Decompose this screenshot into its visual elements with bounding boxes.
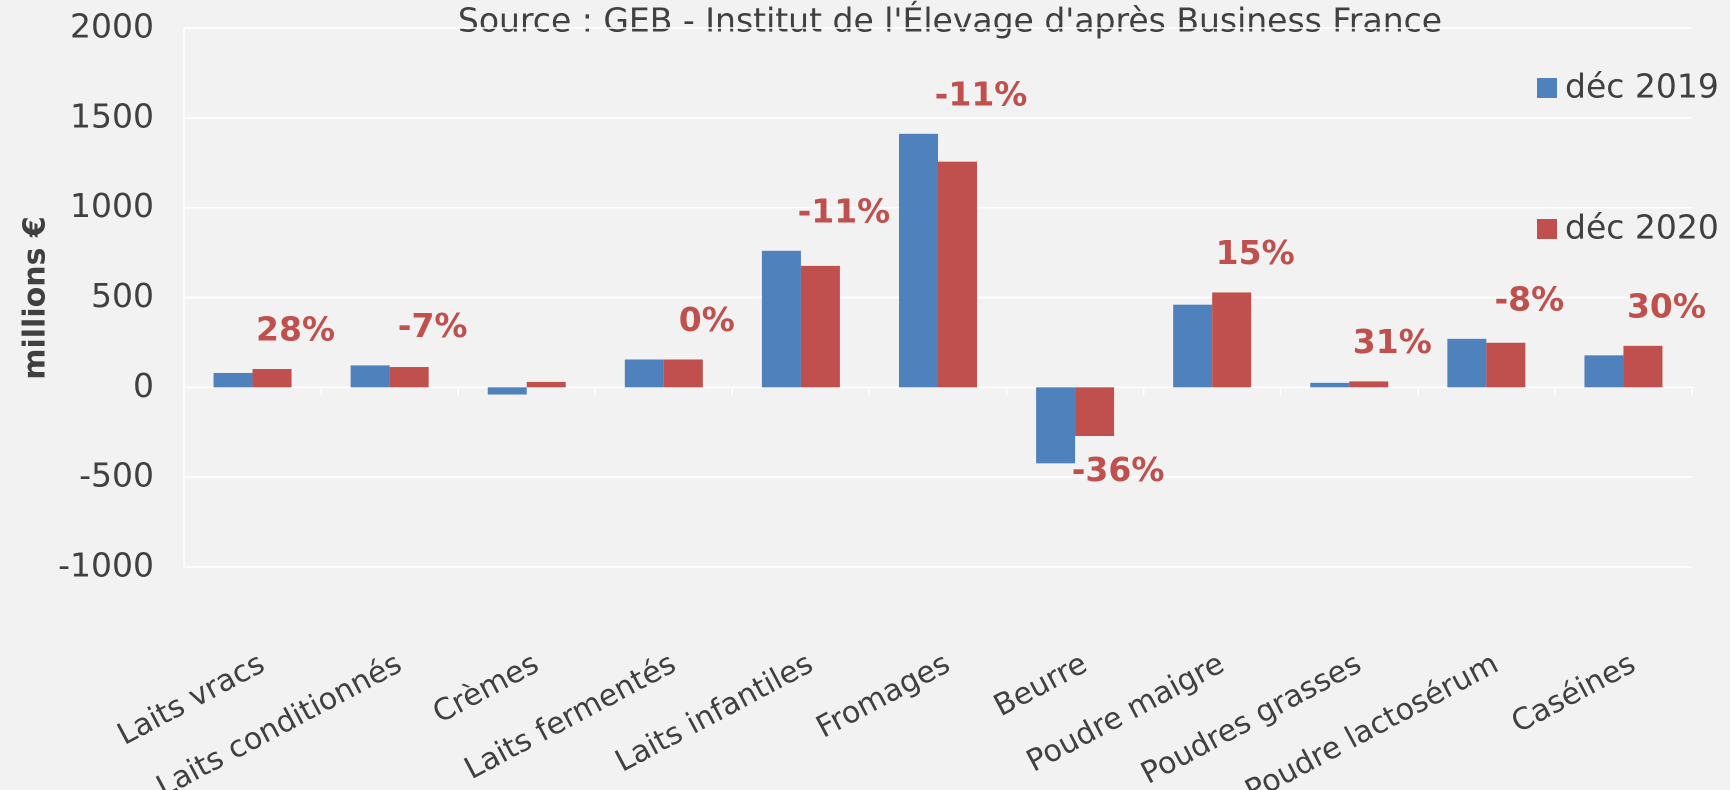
change-label: -11% bbox=[935, 74, 1028, 113]
bar bbox=[899, 133, 938, 388]
bar bbox=[663, 359, 703, 388]
bar bbox=[1447, 338, 1487, 388]
y-tick-label: 1000 bbox=[70, 186, 154, 225]
bar bbox=[1173, 304, 1213, 388]
bar bbox=[1075, 387, 1115, 437]
bar bbox=[624, 359, 664, 388]
change-label: 30% bbox=[1627, 286, 1706, 325]
bar bbox=[761, 250, 801, 388]
bar bbox=[350, 365, 390, 388]
bar bbox=[1486, 342, 1526, 388]
bar bbox=[252, 369, 292, 388]
bar bbox=[800, 265, 840, 388]
change-label: 15% bbox=[1216, 233, 1295, 272]
y-tick-label: -500 bbox=[79, 456, 154, 495]
bar bbox=[938, 161, 977, 388]
change-label: 0% bbox=[679, 300, 735, 339]
legend-label: déc 2020 bbox=[1565, 208, 1719, 247]
change-label: -36% bbox=[1072, 450, 1165, 489]
bar bbox=[1310, 382, 1350, 388]
change-label: -8% bbox=[1494, 279, 1564, 318]
y-axis-label: millions € bbox=[18, 216, 53, 380]
y-tick-label: 1500 bbox=[70, 96, 154, 135]
bar bbox=[1623, 345, 1663, 388]
bar bbox=[213, 372, 253, 388]
bar bbox=[487, 387, 527, 395]
y-tick-label: 0 bbox=[133, 366, 154, 405]
legend-swatch bbox=[1537, 219, 1557, 239]
bar bbox=[1349, 381, 1389, 388]
y-tick-label: -1000 bbox=[58, 546, 154, 585]
bar bbox=[389, 367, 429, 388]
change-label: -7% bbox=[398, 306, 468, 345]
bar bbox=[1036, 387, 1076, 464]
y-tick-label: 500 bbox=[91, 276, 154, 315]
y-tick-label: 2000 bbox=[70, 7, 154, 46]
change-label: 28% bbox=[256, 310, 335, 349]
change-label: 31% bbox=[1353, 322, 1432, 361]
bar bbox=[1212, 292, 1252, 388]
legend-label: déc 2019 bbox=[1565, 67, 1719, 106]
chart-title: Source : GEB - Institut de l'Élevage d'a… bbox=[458, 0, 1442, 40]
bar bbox=[1584, 355, 1624, 388]
bar bbox=[526, 381, 566, 388]
change-label: -11% bbox=[798, 191, 891, 230]
legend-swatch bbox=[1537, 78, 1557, 98]
